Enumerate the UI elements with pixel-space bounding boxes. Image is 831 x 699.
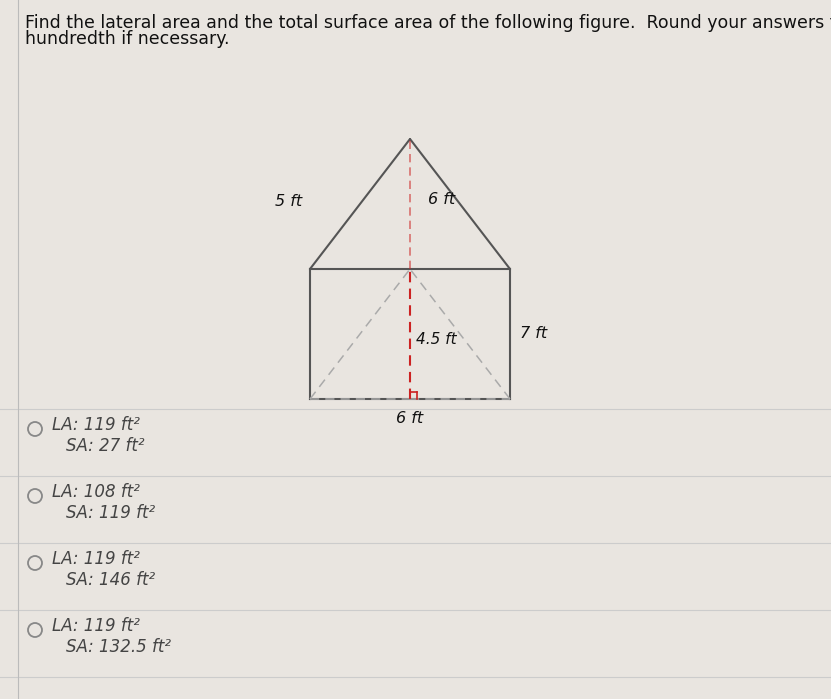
Text: hundredth if necessary.: hundredth if necessary. xyxy=(25,30,229,48)
Text: SA: 27 ft²: SA: 27 ft² xyxy=(66,437,145,455)
Text: LA: 119 ft²: LA: 119 ft² xyxy=(52,550,140,568)
Text: 6 ft: 6 ft xyxy=(396,411,424,426)
Text: Find the lateral area and the total surface area of the following figure.  Round: Find the lateral area and the total surf… xyxy=(25,14,831,32)
Text: 6 ft: 6 ft xyxy=(428,192,455,206)
Circle shape xyxy=(28,556,42,570)
Text: 5 ft: 5 ft xyxy=(275,194,302,210)
Circle shape xyxy=(28,489,42,503)
Text: 4.5 ft: 4.5 ft xyxy=(416,331,456,347)
Text: SA: 132.5 ft²: SA: 132.5 ft² xyxy=(66,638,171,656)
Text: 7 ft: 7 ft xyxy=(520,326,547,342)
Text: SA: 146 ft²: SA: 146 ft² xyxy=(66,571,155,589)
Circle shape xyxy=(28,623,42,637)
Text: LA: 119 ft²: LA: 119 ft² xyxy=(52,617,140,635)
Text: LA: 108 ft²: LA: 108 ft² xyxy=(52,483,140,501)
Text: LA: 119 ft²: LA: 119 ft² xyxy=(52,416,140,434)
Text: SA: 119 ft²: SA: 119 ft² xyxy=(66,504,155,522)
Circle shape xyxy=(28,422,42,436)
